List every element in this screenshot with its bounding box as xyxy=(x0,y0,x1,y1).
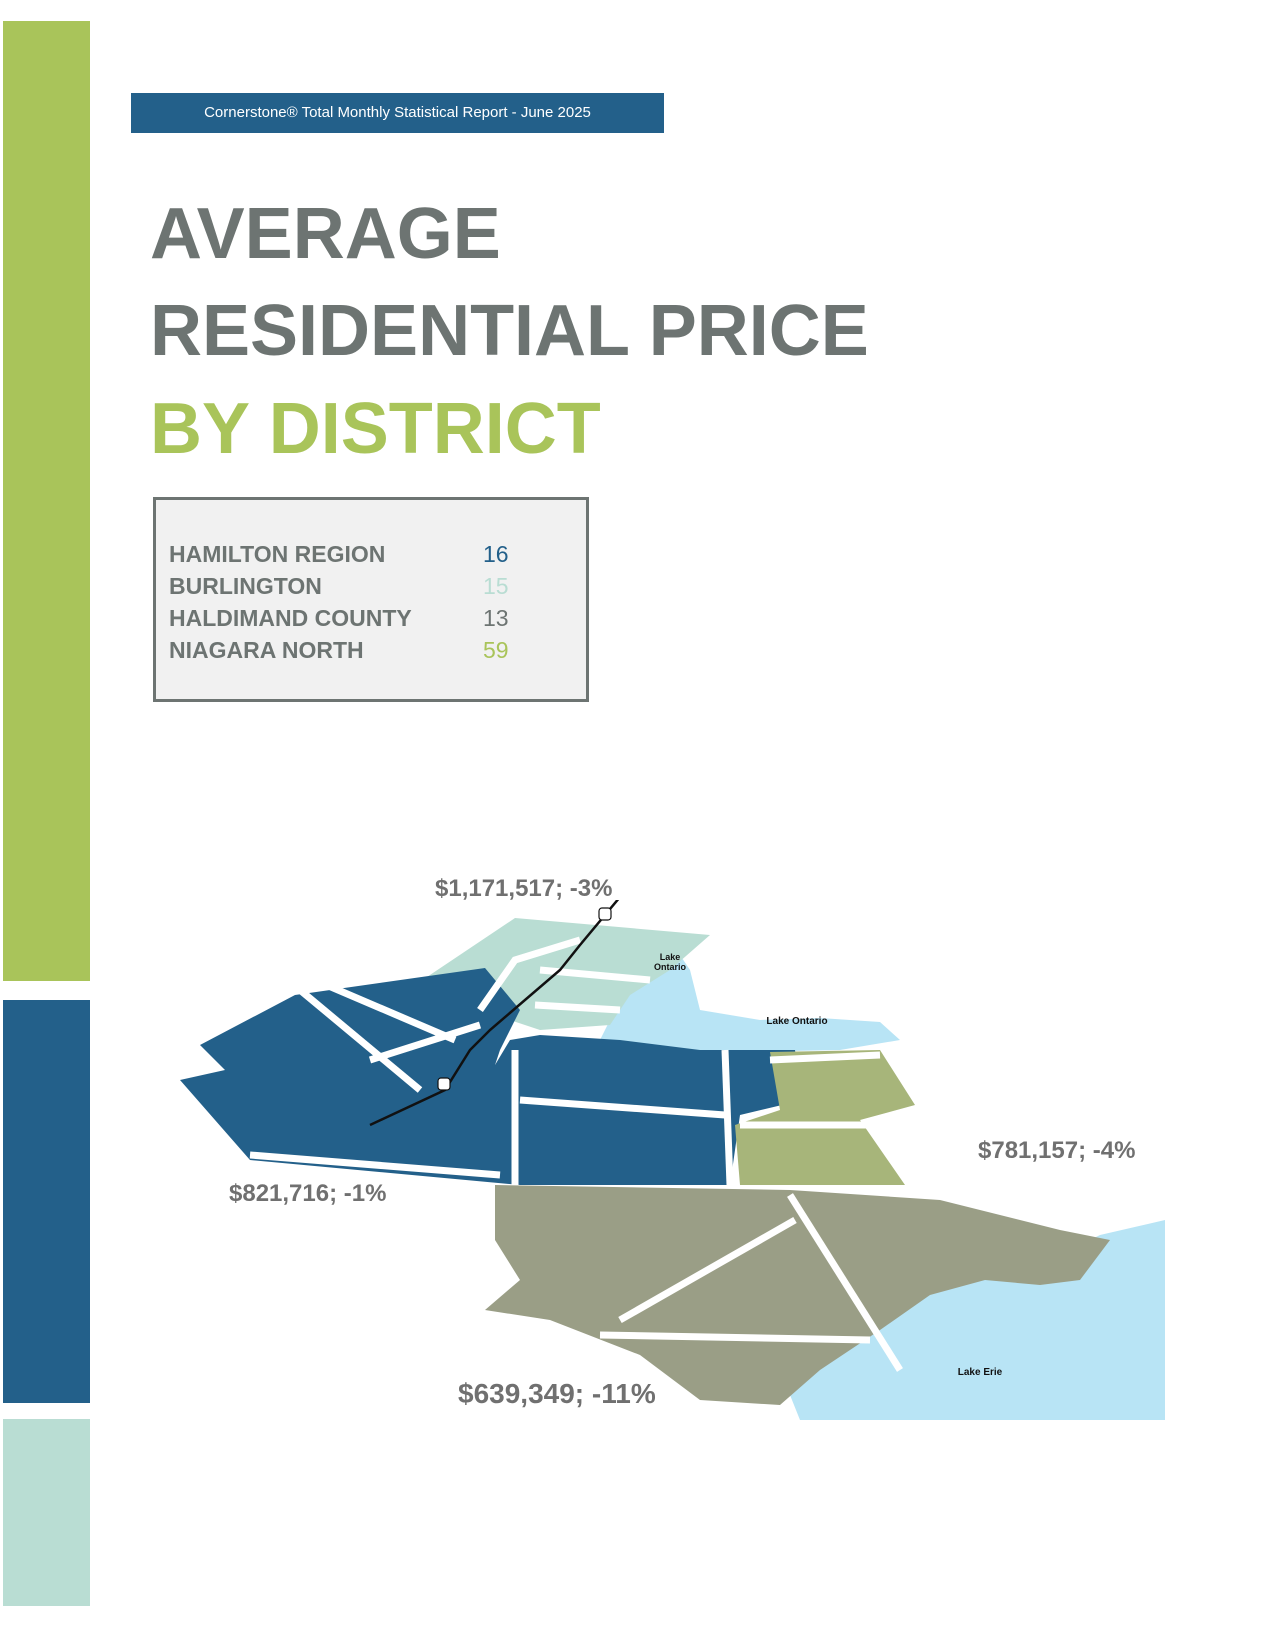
district-legend: HAMILTON REGION 16 BURLINGTON 15 HALDIMA… xyxy=(153,497,589,702)
legend-item-value: 16 xyxy=(483,541,509,567)
price-haldimand: $639,349; -11% xyxy=(458,1378,656,1409)
legend-item-name: HALDIMAND COUNTY xyxy=(169,605,412,631)
side-bar-mint xyxy=(3,1419,90,1606)
legend-item-name: HAMILTON REGION xyxy=(169,541,386,567)
district-map: Lake Ontario Lake Ontario Lake Erie xyxy=(180,900,1165,1420)
legend-item-value: 15 xyxy=(483,573,509,599)
report-header-band: Cornerstone® Total Monthly Statistical R… xyxy=(131,93,664,133)
lake-ontario-small-label-line2: Ontario xyxy=(654,962,687,972)
title-line-3: BY DISTRICT xyxy=(150,389,601,469)
legend-item-name: NIAGARA NORTH xyxy=(169,637,364,663)
title-line-2: RESIDENTIAL PRICE xyxy=(150,291,869,371)
region-hamilton xyxy=(180,968,803,1185)
legend-item-name: BURLINGTON xyxy=(169,573,322,599)
legend-item: HALDIMAND COUNTY 13 xyxy=(169,602,569,634)
legend-item-value: 59 xyxy=(483,637,509,663)
legend-item: HAMILTON REGION 16 xyxy=(169,538,569,570)
legend-item-value: 13 xyxy=(483,605,509,631)
price-niagara-north: $781,157; -4% xyxy=(978,1137,1136,1164)
lake-ontario-label: Lake Ontario xyxy=(766,1016,827,1027)
price-burlington: $1,171,517; -3% xyxy=(435,875,613,902)
side-bar-blue xyxy=(3,1000,90,1403)
legend-item: NIAGARA NORTH 59 xyxy=(169,634,569,666)
region-niagara-north xyxy=(735,1050,915,1185)
legend-item: BURLINGTON 15 xyxy=(169,570,569,602)
lake-ontario-water xyxy=(600,940,900,1052)
lake-ontario-small-label-line1: Lake xyxy=(660,952,681,962)
lake-erie-label: Lake Erie xyxy=(958,1367,1003,1378)
title-line-1: AVERAGE xyxy=(150,194,501,274)
highway-shield-icon xyxy=(437,907,612,1091)
price-hamilton: $821,716; -1% xyxy=(229,1180,387,1207)
region-haldimand xyxy=(485,1185,1110,1405)
side-bar-green xyxy=(3,21,90,981)
district-dividers xyxy=(249,936,903,1372)
